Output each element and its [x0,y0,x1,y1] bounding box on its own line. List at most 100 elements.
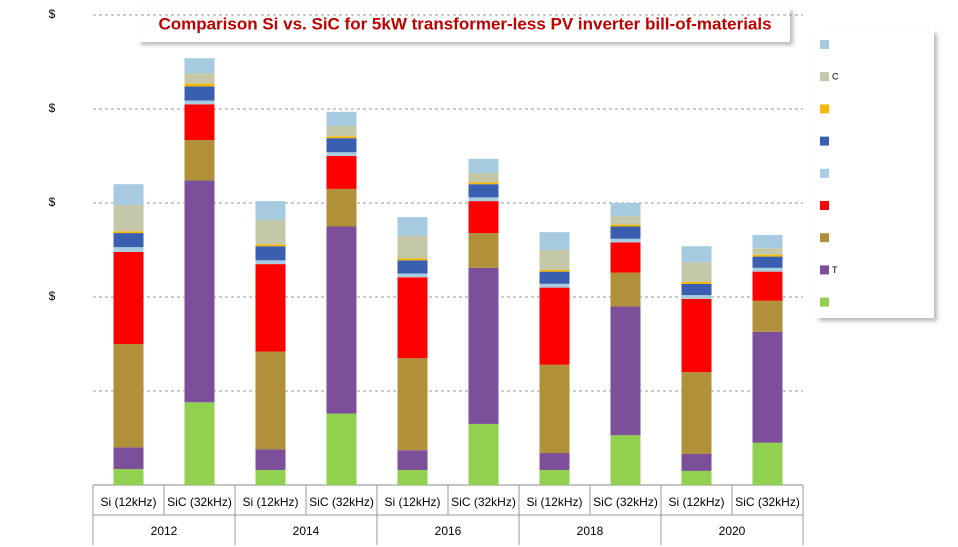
bar-segment [468,184,499,198]
bar-segment [397,358,428,451]
bar-segment [610,435,641,485]
legend-swatch [820,168,829,178]
bar-segment [610,306,641,436]
y-tick-label: $ [49,101,56,115]
bar-segment [113,251,144,344]
bar-segment [397,469,428,485]
x-tick-label: Si (12kHz) [242,495,298,509]
bar-segment [397,273,428,278]
chart-title: Comparison Si vs. SiC for 5kW transforme… [158,14,771,33]
bar-segment [610,216,641,225]
x-tick-label: SiC (32kHz) [451,495,516,509]
group-label: 2014 [293,524,320,538]
y-tick-label: $ [49,289,56,303]
bar-segment [468,158,499,173]
bar-segment [326,413,357,485]
bar-segment [468,267,499,424]
bar-segment [255,260,286,265]
bar-segment [255,449,286,470]
bar-segment [255,469,286,485]
bar-segment [397,260,428,274]
bar-segment [752,331,783,443]
bar-segment [113,469,144,485]
bar-segment [610,272,641,307]
bar-segment [539,453,570,470]
legend-box [816,30,934,318]
legend-label: C [832,72,839,82]
bar-segment [113,447,144,470]
bar-segment [184,402,215,485]
bar-segment [681,283,712,296]
bar-segment [752,267,783,272]
bar-segment [184,86,215,101]
bar-segment [255,219,286,245]
bar-segment [681,262,712,282]
y-tick-label: $ [49,7,56,21]
group-label: 2012 [151,524,178,538]
bar-segment [468,201,499,234]
group-label: 2016 [435,524,462,538]
bar-segment [184,180,215,403]
bar-segment [184,100,215,105]
bar-segment [681,453,712,471]
legend-swatch [820,40,829,49]
bar-segment [255,264,286,352]
bar-segment [113,231,144,234]
bar-segment [539,287,570,365]
bar-segment [397,450,428,470]
bar-segment [468,233,499,268]
bar-segment [539,232,570,250]
bar-segment [397,277,428,359]
bar-segment [468,172,499,183]
legend-swatch [820,233,829,243]
bar-segment [752,271,783,301]
legend-label: T [832,265,838,275]
bar-segment [468,197,499,202]
bar-segment [752,442,783,485]
bar-segment [326,156,357,189]
bar-segment [681,470,712,485]
bar-segment [255,351,286,450]
bar-segment [397,258,428,261]
legend-swatch [820,136,829,146]
bar-segment [539,269,570,272]
bar-segment [184,83,215,87]
legend-swatch [820,72,829,82]
bar-segment [397,235,428,259]
x-tick-label: Si (12kHz) [384,495,440,509]
bar-segment [255,244,286,247]
x-tick-label: SiC (32kHz) [593,495,658,509]
bar-segment [539,283,570,288]
title-box [138,8,790,42]
bar-segment [255,201,286,220]
bar-segment [681,295,712,299]
bar-segment [752,234,783,249]
group-label: 2018 [577,524,604,538]
bar-segment [113,344,144,448]
legend-swatch [820,297,829,307]
y-tick-label: $ [49,195,56,209]
bar-segment [752,300,783,332]
bar-segment [539,250,570,270]
bar-segment [539,271,570,284]
legend-swatch [820,104,829,114]
bar-segment [681,298,712,373]
x-tick-label: Si (12kHz) [100,495,156,509]
bar-segment [610,242,641,273]
bar-segment [184,73,215,84]
bar-segment [752,248,783,255]
legend-swatch [820,201,829,210]
bar-segment [326,125,357,137]
x-tick-label: SiC (32kHz) [309,495,374,509]
bar-segment [539,364,570,454]
bar-segment [113,233,144,248]
bar-segment [681,372,712,454]
x-tick-label: Si (12kHz) [526,495,582,509]
bar-segment [326,111,357,126]
bar-segment [681,281,712,284]
bar-segment [681,246,712,263]
bar-segment [326,138,357,153]
legend-swatch [820,265,829,275]
x-tick-label: SiC (32kHz) [167,495,232,509]
